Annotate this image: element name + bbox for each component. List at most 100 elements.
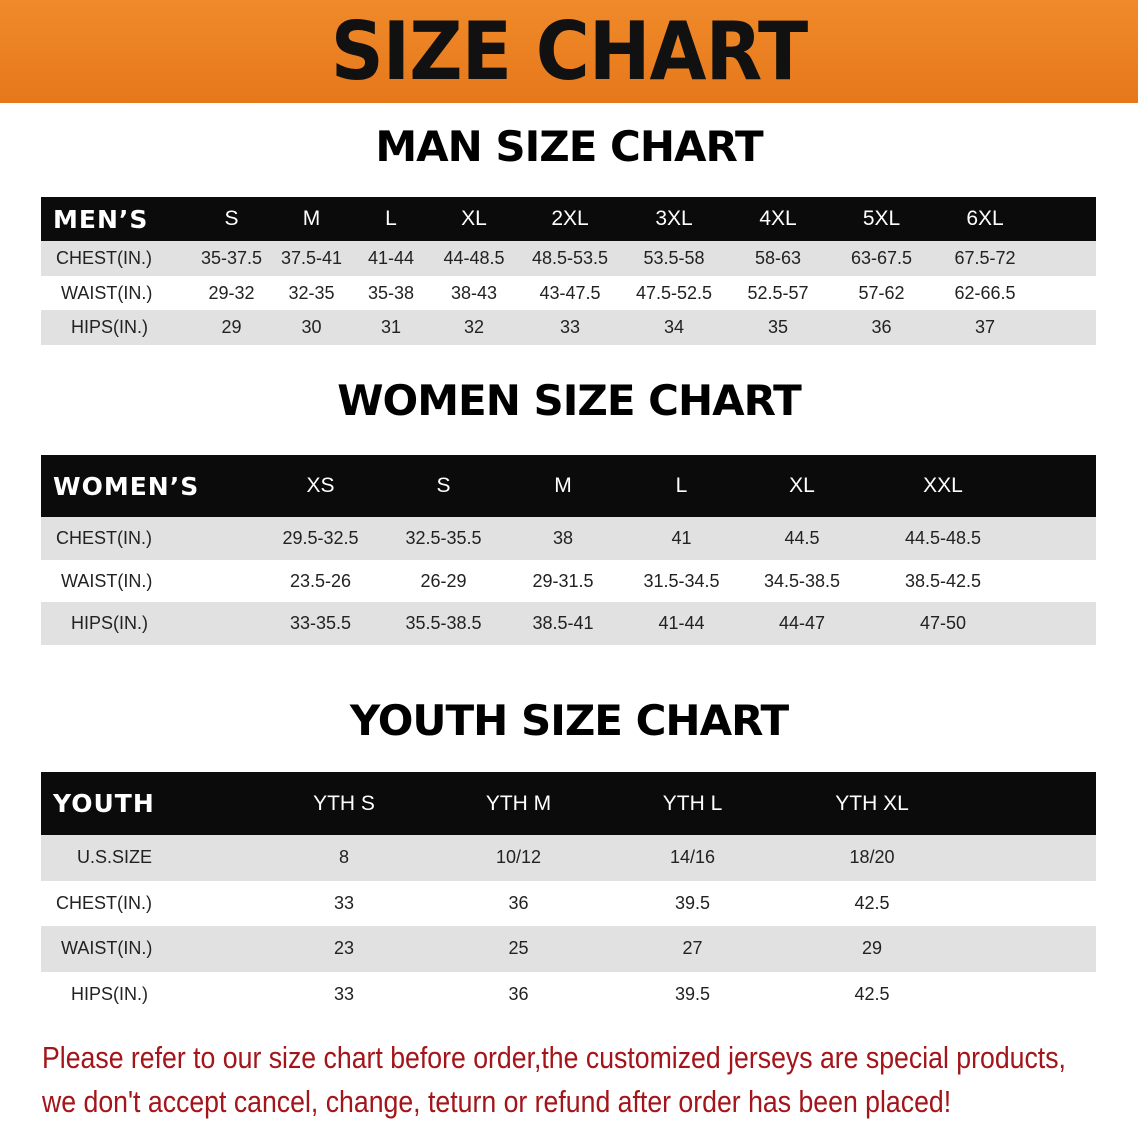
size-header-cell: YTH L bbox=[662, 791, 723, 815]
size-header-cell: S bbox=[224, 207, 239, 230]
table-cell: 32.5-35.5 bbox=[405, 527, 482, 548]
table-header-row: YOUTH YTH S YTH M YTH L YTH XL bbox=[41, 772, 1096, 835]
table-cell: 42.5 bbox=[854, 892, 890, 913]
table-header-row: WOMEN’S XS S M L XL XXL bbox=[41, 455, 1096, 517]
table-cell: 44-47 bbox=[778, 613, 826, 634]
table-cell: 47.5-52.5 bbox=[635, 282, 713, 303]
size-header-cell: XS bbox=[306, 474, 335, 497]
youth-section-title: YOUTH SIZE CHART bbox=[349, 696, 789, 745]
table-cell: 52.5-57 bbox=[747, 282, 809, 303]
table-cell: 32 bbox=[463, 317, 485, 338]
size-header-cell: XL bbox=[461, 207, 487, 230]
row-label: U.S.SIZE bbox=[77, 847, 153, 868]
table-cell: 44.5-48.5 bbox=[904, 527, 982, 548]
men-size-table: MEN’S S M L XL 2XL 3XL 4XL 5XL 6XL CHEST(IN.) 35-37… bbox=[41, 197, 1096, 346]
table-cell: 47-50 bbox=[919, 613, 967, 634]
size-header-cell: YTH S bbox=[313, 791, 375, 815]
size-header-cell: 4XL bbox=[759, 207, 797, 230]
row-label: WAIST(IN.) bbox=[61, 282, 153, 303]
table-cell: 67.5-72 bbox=[954, 247, 1016, 268]
size-header-cell: YTH M bbox=[485, 791, 552, 815]
table-header-row: MEN’S S M L XL 2XL 3XL 4XL 5XL 6XL bbox=[41, 197, 1096, 241]
table-cell: 25 bbox=[508, 938, 529, 959]
table-row: U.S.SIZE 8 10/12 14/16 18/20 bbox=[41, 835, 1096, 881]
table-cell: 26-29 bbox=[420, 570, 467, 591]
table-row: WAIST(IN.) 23 25 27 29 bbox=[41, 926, 1096, 972]
table-cell: 33-35.5 bbox=[289, 613, 352, 634]
table-cell: 31 bbox=[380, 317, 402, 338]
women-section-title: WOMEN SIZE CHART bbox=[337, 376, 802, 425]
size-header-cell: M bbox=[554, 474, 572, 497]
banner: SIZE CHART bbox=[0, 0, 1138, 103]
table-cell: 37 bbox=[974, 317, 996, 338]
table-row: WAIST(IN.) 29-32 32-35 35-38 38-43 43-47.5 47.… bbox=[41, 275, 1096, 311]
table-row: HIPS(IN.) 29 30 31 32 33 34 35 36 37 bbox=[41, 310, 1096, 346]
table-cell: 58-63 bbox=[754, 247, 802, 268]
size-header-cell: 2XL bbox=[551, 207, 589, 230]
table-cell: 48.5-53.5 bbox=[531, 247, 609, 268]
table-cell: 36 bbox=[508, 892, 529, 913]
table-cell: 10/12 bbox=[495, 847, 542, 868]
table-cell: 39.5 bbox=[674, 983, 711, 1004]
table-cell: 43-47.5 bbox=[539, 282, 601, 303]
table-cell: 39.5 bbox=[674, 892, 711, 913]
table-cell: 38.5-41 bbox=[532, 613, 594, 634]
table-row: CHEST(IN.) 33 36 39.5 42.5 bbox=[41, 880, 1096, 926]
table-cell: 41-44 bbox=[367, 247, 415, 268]
table-row: HIPS(IN.) 33-35.5 35.5-38.5 38.5-41 41-44 44-… bbox=[41, 602, 1096, 646]
table-cell: 34.5-38.5 bbox=[763, 570, 841, 591]
table-cell: 33 bbox=[559, 317, 581, 338]
table-cell: 35-37.5 bbox=[200, 247, 263, 268]
table-cell: 36 bbox=[871, 317, 892, 338]
size-header-cell: YTH XL bbox=[835, 791, 909, 815]
table-cell: 29 bbox=[221, 317, 242, 338]
men-section-title: MAN SIZE CHART bbox=[375, 122, 763, 171]
size-header-cell: L bbox=[385, 207, 397, 230]
size-header-cell: 6XL bbox=[966, 207, 1004, 230]
table-title-cell: WOMEN’S bbox=[53, 471, 200, 501]
table-cell: 53.5-58 bbox=[643, 247, 705, 268]
notice-line-2: we don't accept cancel, change, teturn o… bbox=[42, 1084, 952, 1119]
table-cell: 14/16 bbox=[669, 847, 716, 868]
notice-line-1: Please refer to our size chart before or… bbox=[42, 1040, 1066, 1075]
table-cell: 8 bbox=[338, 847, 349, 868]
table-row: CHEST(IN.) 35-37.5 37.5-41 41-44 44-48.5 48.5… bbox=[41, 241, 1096, 276]
table-cell: 36 bbox=[508, 983, 529, 1004]
table-cell: 23 bbox=[333, 938, 355, 959]
table-row: WAIST(IN.) 23.5-26 26-29 29-31.5 31.5-34.5 34… bbox=[41, 559, 1096, 603]
table-cell: 34 bbox=[663, 317, 685, 338]
table-cell: 37.5-41 bbox=[280, 247, 343, 268]
size-header-cell: XXL bbox=[923, 474, 963, 497]
table-cell: 35 bbox=[767, 317, 789, 338]
table-cell: 63-67.5 bbox=[850, 247, 913, 268]
youth-size-table: YOUTH YTH S YTH M YTH L YTH XL U.S.SIZE 8 10/12… bbox=[41, 772, 1096, 1017]
table-cell: 62-66.5 bbox=[954, 282, 1016, 303]
table-cell: 32-35 bbox=[288, 282, 335, 303]
size-header-cell: M bbox=[302, 207, 321, 230]
table-row: CHEST(IN.) 29.5-32.5 32.5-35.5 38 41 44.5 44.5… bbox=[41, 517, 1096, 560]
size-header-cell: XL bbox=[789, 474, 815, 497]
order-notice: Please refer to our size chart before or… bbox=[42, 1036, 1126, 1124]
table-title-cell: YOUTH bbox=[53, 789, 155, 818]
row-label: HIPS(IN.) bbox=[71, 983, 149, 1004]
table-cell: 29.5-32.5 bbox=[282, 527, 359, 548]
table-cell: 23.5-26 bbox=[289, 570, 352, 591]
table-cell: 38-43 bbox=[450, 282, 498, 303]
table-cell: 29-31.5 bbox=[532, 570, 594, 591]
size-header-cell: 3XL bbox=[655, 207, 693, 230]
table-cell: 38.5-42.5 bbox=[904, 570, 982, 591]
table-cell: 44.5 bbox=[784, 527, 820, 548]
table-cell: 44-48.5 bbox=[443, 247, 505, 268]
table-cell: 30 bbox=[301, 317, 322, 338]
row-label: CHEST(IN.) bbox=[56, 527, 152, 548]
row-label: CHEST(IN.) bbox=[56, 892, 152, 913]
row-label: HIPS(IN.) bbox=[71, 613, 149, 634]
size-header-cell: L bbox=[675, 474, 688, 497]
row-label: WAIST(IN.) bbox=[61, 570, 153, 591]
table-cell: 18/20 bbox=[849, 847, 895, 868]
row-label: HIPS(IN.) bbox=[71, 317, 149, 338]
women-size-table: WOMEN’S XS S M L XL XXL CHEST(IN.) 29.5-32.5 32.5… bbox=[41, 455, 1096, 646]
table-cell: 41 bbox=[671, 527, 692, 548]
row-label: CHEST(IN.) bbox=[56, 247, 152, 268]
size-header-cell: S bbox=[436, 474, 451, 497]
